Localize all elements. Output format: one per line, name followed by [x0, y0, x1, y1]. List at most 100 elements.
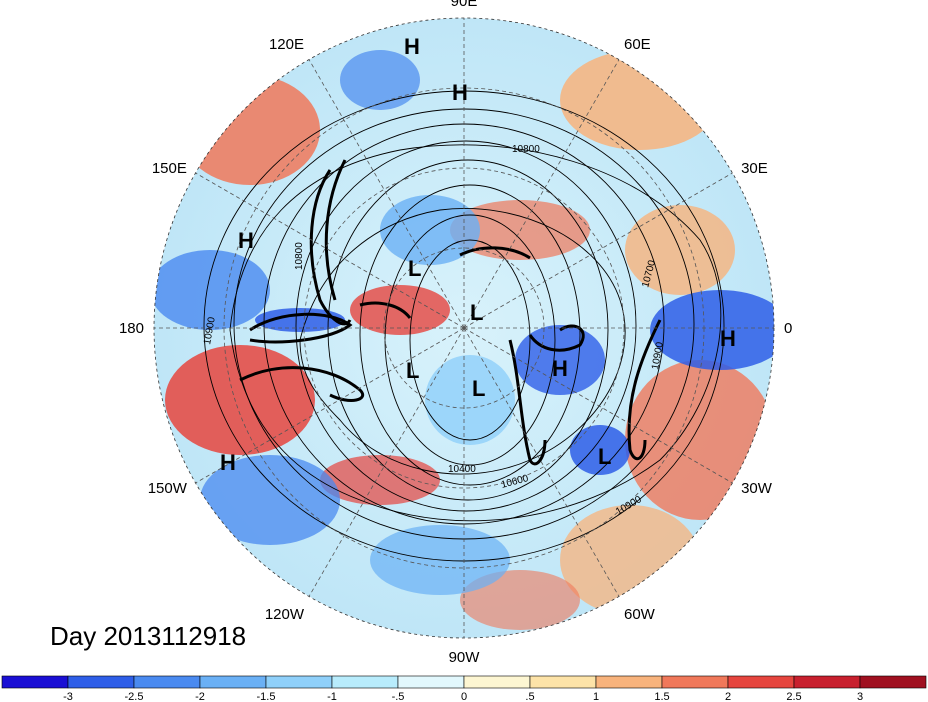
colorbar: -3 -2.5 -2 -1.5 -1 -.5 0 .5 1 1.5 2 2.5 3 — [1, 675, 927, 702]
colorbar-tick-label: 3 — [857, 691, 863, 702]
colorbar-swatch — [199, 675, 267, 689]
pressure-centers: H H H H H H L L L L L — [220, 34, 736, 475]
jet-streak — [239, 366, 364, 402]
low-pressure-center: L — [472, 376, 485, 401]
high-pressure-center: H — [720, 326, 736, 351]
colorbar-tick-label: 1.5 — [654, 691, 669, 702]
warm-anomaly — [450, 200, 590, 260]
meridian-line — [308, 59, 465, 329]
colorbar-swatch — [727, 675, 795, 689]
colorbar-tick-label: 1 — [593, 691, 599, 702]
contour-value-label: 10900 — [202, 316, 218, 346]
high-pressure-center: H — [220, 450, 236, 475]
colorbar-tick-label: -1 — [327, 691, 337, 702]
colorbar-swatch — [793, 675, 861, 689]
colorbar-swatch — [463, 675, 531, 689]
warm-anomaly — [180, 75, 320, 185]
colorbar-swatch — [1, 675, 69, 689]
meridian-line — [463, 327, 733, 484]
jet-streak — [528, 324, 585, 352]
high-pressure-center: H — [452, 80, 468, 105]
colorbar-tick-label: 0 — [461, 691, 467, 702]
jet-streak — [324, 159, 347, 301]
colorbar-swatch — [331, 675, 399, 689]
colorbar-swatch — [133, 675, 201, 689]
colorbar-swatch — [595, 675, 663, 689]
high-pressure-center: H — [404, 34, 420, 59]
high-pressure-center: H — [552, 356, 568, 381]
contour-line — [295, 140, 637, 512]
graticule — [154, 18, 774, 638]
meridian-line — [195, 327, 465, 484]
colorbar-tick-label: 2.5 — [786, 691, 801, 702]
contour-line — [299, 208, 626, 475]
colorbar-swatch — [529, 675, 597, 689]
warm-anomaly — [320, 455, 440, 505]
warm-anomaly — [460, 570, 580, 630]
colorbar-tick-label: -2 — [195, 691, 205, 702]
longitude-label: 30E — [741, 160, 768, 177]
colorbar-tick-label: -.5 — [392, 691, 405, 702]
longitude-labels: 90E 60E 30E 0 30W 60W 90W 120W 150W 180 150E 120E — [119, 0, 792, 666]
contour-line — [359, 184, 581, 486]
longitude-label: 150W — [148, 480, 188, 497]
contour-value-label: 10800 — [294, 242, 305, 270]
meridian-line — [308, 327, 465, 597]
contour-line — [229, 144, 722, 522]
colorbar-tick-label: -3 — [63, 691, 73, 702]
longitude-label: 60E — [624, 36, 651, 53]
colorbar-tick-label: .5 — [525, 691, 534, 702]
longitude-label: 90E — [451, 0, 478, 10]
longitude-label: 90W — [449, 649, 481, 666]
warm-anomaly — [165, 345, 315, 455]
warm-anomaly — [560, 505, 700, 615]
colorbar-swatch — [265, 675, 333, 689]
longitude-label: 120E — [269, 36, 304, 53]
low-pressure-center: L — [470, 300, 483, 325]
colorbar-swatch — [661, 675, 729, 689]
low-pressure-center: L — [406, 358, 419, 383]
jet-streaks — [239, 159, 662, 466]
jet-streak — [309, 169, 352, 326]
contour-value-label: 10400 — [448, 464, 476, 475]
longitude-label: 0 — [784, 320, 792, 337]
longitude-label: 120W — [265, 606, 305, 623]
colorbar-swatch — [397, 675, 465, 689]
colorbar-tick-label: -1.5 — [257, 691, 276, 702]
jet-streak — [359, 301, 412, 319]
meridian-line — [463, 59, 620, 329]
meridian-line — [463, 327, 620, 597]
height-contours — [203, 90, 725, 562]
contour-line — [409, 239, 531, 441]
date-label: Day 2013112918 — [50, 621, 246, 651]
contour-line — [327, 159, 609, 501]
cold-anomaly — [200, 455, 340, 545]
longitude-label: 60W — [624, 606, 656, 623]
cold-anomaly — [340, 50, 420, 110]
meridian-line — [195, 172, 465, 329]
colorbar-swatch — [859, 675, 927, 689]
cold-anomaly — [425, 355, 515, 445]
colorbar-swatch — [67, 675, 135, 689]
jet-streak — [508, 339, 547, 466]
colorbar-tick-label: 2 — [725, 691, 731, 702]
longitude-label: 150E — [152, 160, 187, 177]
contour-value-label: 10900 — [650, 341, 666, 371]
latitude-circle — [303, 167, 625, 489]
jet-streak — [627, 319, 662, 461]
map-boundary — [153, 17, 775, 639]
low-pressure-center: L — [598, 444, 611, 469]
jet-streak — [249, 312, 353, 344]
cold-anomaly — [154, 250, 270, 330]
jet-streak — [459, 246, 531, 260]
colorbar-tick-label: -2.5 — [125, 691, 144, 702]
cold-anomaly — [570, 425, 630, 475]
low-pressure-center: L — [408, 256, 421, 281]
longitude-label: 180 — [119, 320, 144, 337]
contour-value-label: 10800 — [512, 144, 540, 155]
warm-anomaly — [560, 50, 720, 150]
longitude-label: 30W — [741, 480, 773, 497]
high-pressure-center: H — [238, 228, 254, 253]
meridian-line — [463, 172, 733, 329]
